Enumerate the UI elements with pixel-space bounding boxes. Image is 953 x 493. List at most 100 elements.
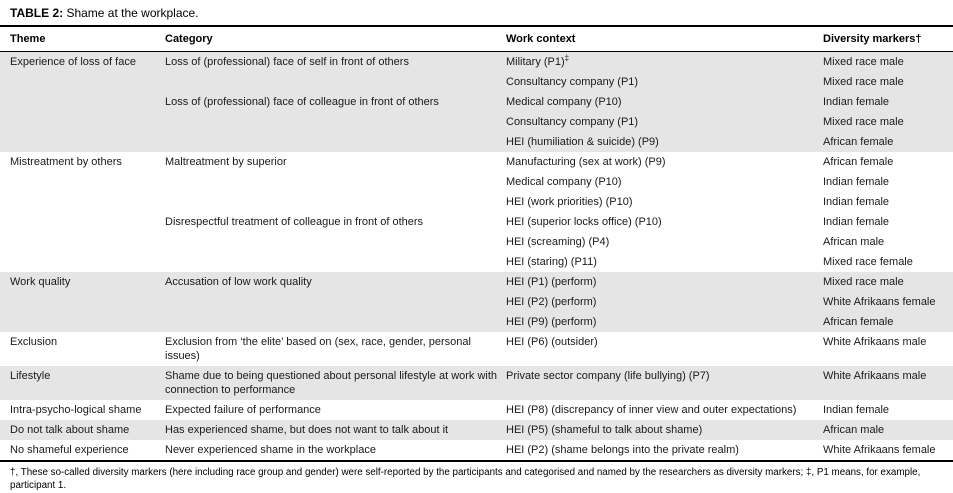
table-row: Intra-psycho-logical shame Expected failu… — [0, 400, 953, 420]
table-row: Mistreatment by others Maltreatment by su… — [0, 152, 953, 172]
category-cell: Never experienced shame in the workplace — [165, 444, 376, 456]
theme-cell: Lifestyle — [10, 370, 51, 382]
diversity-cell: Indian female — [823, 176, 890, 188]
diversity-cell: African female — [823, 316, 894, 328]
table-row: Do not talk about shame Has experienced s… — [0, 420, 953, 440]
table-row: Loss of (professional) face of colleague… — [0, 92, 953, 112]
diversity-cell: Indian female — [823, 404, 890, 416]
table-header: Theme Category Work context Diversity ma… — [0, 27, 953, 52]
category-cell: Expected failure of performance — [165, 404, 321, 416]
work-context-cell: HEI (screaming) (P4) — [506, 236, 610, 248]
diversity-cell: Mixed race male — [823, 276, 904, 288]
work-context-cell: HEI (P5) (shameful to talk about shame) — [506, 424, 703, 436]
table-row: HEI (work priorities) (P10) Indian female — [0, 192, 953, 212]
work-context-cell: Manufacturing (sex at work) (P9) — [506, 156, 666, 168]
table-row: HEI (P9) (perform) African female — [0, 312, 953, 332]
category-cell — [165, 172, 506, 192]
category-cell: Has experienced shame, but does not want… — [165, 424, 449, 436]
diversity-cell: Indian female — [823, 196, 890, 208]
diversity-cell: White Afrikaans male — [823, 336, 927, 348]
column-header-diversity-markers: Diversity markers† — [823, 27, 953, 52]
table-row: Experience of loss of face Loss of (profe… — [0, 51, 953, 73]
work-context-cell: Private sector company (life bullying) (… — [506, 370, 710, 382]
work-context-cell: HEI (superior locks office) (P10) — [506, 216, 662, 228]
diversity-cell: White Afrikaans female — [823, 444, 936, 456]
category-cell: Loss of (professional) face of self in f… — [165, 56, 409, 68]
table-footnote: †, These so-called diversity markers (he… — [10, 467, 921, 491]
theme-cell — [0, 292, 165, 312]
table-title: TABLE 2: Shame at the workplace. — [0, 4, 953, 27]
column-header-category: Category — [165, 27, 506, 52]
theme-cell — [0, 232, 165, 252]
work-context-cell: HEI (P2) (perform) — [506, 296, 597, 308]
work-context-cell: HEI (P8) (discrepancy of inner view and … — [506, 404, 797, 416]
theme-cell — [0, 112, 165, 132]
table-row: No shameful experience Never experienced … — [0, 440, 953, 461]
theme-cell: Do not talk about shame — [10, 424, 130, 436]
work-context-cell: Consultancy company (P1) — [506, 76, 639, 88]
category-cell: Exclusion from ‘the elite’ based on (sex… — [165, 336, 471, 362]
diversity-cell: Indian female — [823, 96, 890, 108]
work-context-cell: Military (P1)‡ — [506, 52, 823, 73]
diversity-cell: Mixed race male — [823, 56, 904, 68]
theme-cell — [0, 192, 165, 212]
table-row: HEI (humiliation & suicide) (P9) African … — [0, 132, 953, 152]
table-row: HEI (staring) (P11) Mixed race female — [0, 252, 953, 272]
theme-cell — [0, 132, 165, 152]
work-context-cell: HEI (humiliation & suicide) (P9) — [506, 136, 659, 148]
work-context-cell: HEI (P6) (outsider) — [506, 336, 598, 348]
category-cell — [165, 132, 506, 152]
diversity-cell: African male — [823, 424, 885, 436]
table-title-label: TABLE 2: — [10, 6, 64, 20]
theme-cell: Intra-psycho-logical shame — [10, 404, 142, 416]
column-header-work-context: Work context — [506, 27, 823, 52]
column-header-theme: Theme — [0, 27, 165, 52]
category-cell — [165, 252, 506, 272]
theme-cell: Exclusion — [10, 336, 58, 348]
theme-cell: Work quality — [10, 276, 71, 288]
category-cell: Maltreatment by superior — [165, 156, 287, 168]
diversity-cell: African female — [823, 156, 894, 168]
category-cell — [165, 112, 506, 132]
shame-table: Theme Category Work context Diversity ma… — [0, 27, 953, 462]
work-context-cell: HEI (P9) (perform) — [506, 316, 597, 328]
diversity-cell: White Afrikaans male — [823, 370, 927, 382]
table-row: Lifestyle Shame due to being questioned a… — [0, 366, 953, 400]
theme-cell — [0, 312, 165, 332]
work-context-cell: HEI (P1) (perform) — [506, 276, 597, 288]
diversity-cell: African male — [823, 236, 885, 248]
diversity-cell: Indian female — [823, 216, 890, 228]
category-cell: Disrespectful treatment of colleague in … — [165, 216, 424, 228]
work-context-cell: Medical company (P10) — [506, 176, 622, 188]
table-row: Work quality Accusation of low work quali… — [0, 272, 953, 292]
theme-cell — [0, 92, 165, 112]
diversity-cell: African female — [823, 136, 894, 148]
theme-cell: No shameful experience — [10, 444, 129, 456]
diversity-cell: Mixed race female — [823, 256, 913, 268]
diversity-cell: White Afrikaans female — [823, 296, 936, 308]
theme-cell: Experience of loss of face — [10, 56, 136, 68]
header-row: Theme Category Work context Diversity ma… — [0, 27, 953, 52]
diversity-cell: Mixed race male — [823, 76, 904, 88]
category-cell — [165, 292, 506, 312]
theme-cell — [0, 252, 165, 272]
double-dagger-note-marker: ‡ — [564, 53, 570, 63]
table-row: HEI (screaming) (P4) African male — [0, 232, 953, 252]
category-cell — [165, 232, 506, 252]
work-context-cell: Medical company (P10) — [506, 96, 622, 108]
table-row: HEI (P2) (perform) White Afrikaans female — [0, 292, 953, 312]
table-row: Exclusion Exclusion from ‘the elite’ base… — [0, 332, 953, 366]
category-cell: Shame due to being questioned about pers… — [165, 370, 498, 396]
theme-cell — [0, 212, 165, 232]
work-context-text: Military (P1) — [506, 56, 565, 68]
work-context-cell: HEI (P2) (shame belongs into the private… — [506, 444, 739, 456]
category-cell — [165, 192, 506, 212]
theme-cell — [0, 72, 165, 92]
work-context-cell: HEI (staring) (P11) — [506, 256, 597, 268]
category-cell — [165, 312, 506, 332]
table-row: Consultancy company (P1) Mixed race male — [0, 72, 953, 92]
category-cell — [165, 72, 506, 92]
theme-cell: Mistreatment by others — [10, 156, 122, 168]
table-row: Medical company (P10) Indian female — [0, 172, 953, 192]
